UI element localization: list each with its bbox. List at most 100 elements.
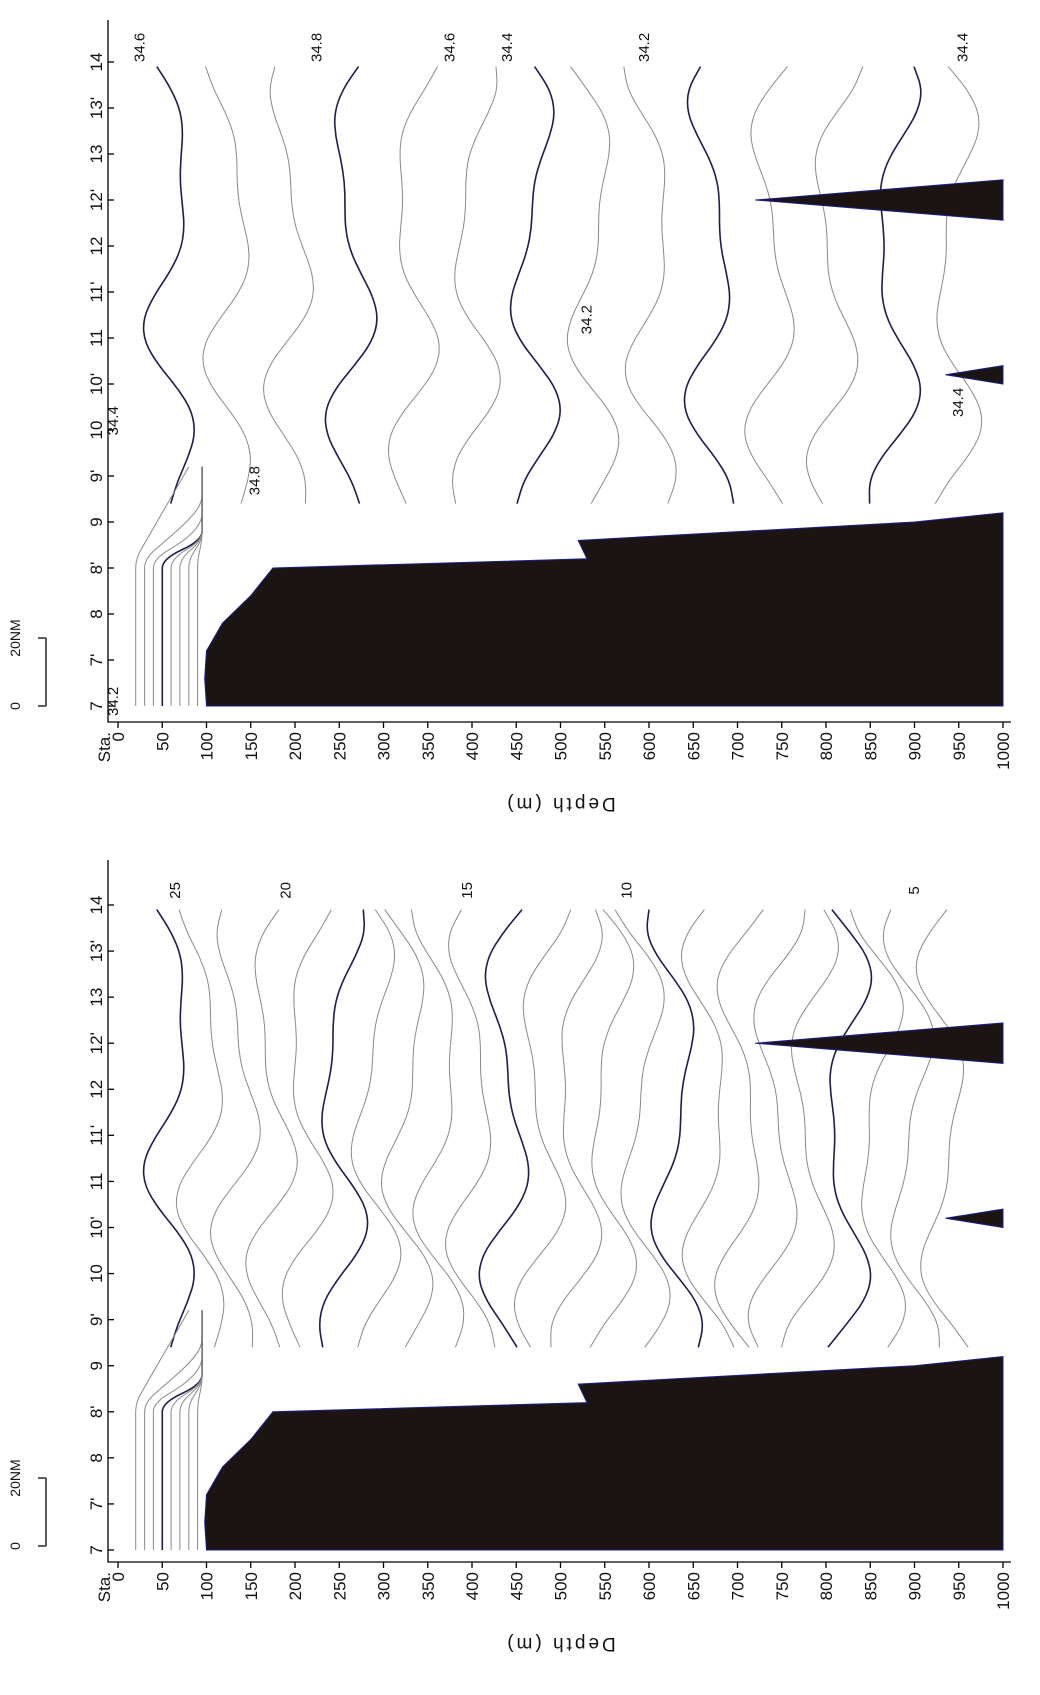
contour-line (646, 909, 704, 1348)
contour-line (245, 909, 298, 1348)
station-tick-label: 8 (87, 609, 106, 618)
contour-line (350, 909, 402, 1348)
contour-line (152, 1310, 203, 1550)
scale-bar-zero: 0 (7, 702, 23, 710)
contour-line (882, 909, 940, 1348)
contour-line (849, 909, 906, 1348)
contour-line (934, 66, 983, 504)
contour-line (144, 466, 203, 707)
contour-line (152, 466, 203, 706)
depth-tick-label: 100 (198, 732, 217, 760)
station-tick-label: 7' (87, 654, 106, 667)
contour-line (135, 466, 190, 706)
contour-label: 25 (167, 882, 184, 899)
bathymetry-shelf (204, 512, 1004, 707)
depth-tick-label: 400 (463, 732, 482, 760)
depth-tick-label: 450 (507, 732, 526, 760)
station-tick-label: 11 (87, 329, 106, 347)
depth-tick-label: 0 (109, 1572, 128, 1581)
station-tick-label: 10' (87, 1216, 106, 1238)
depth-tick-label: 800 (817, 1572, 836, 1600)
contour-line (142, 909, 195, 1348)
contour-line (744, 66, 795, 504)
scale-bar-label: 20NM (7, 1459, 23, 1496)
depth-tick-label: 550 (596, 732, 615, 760)
station-tick-label: 11 (87, 1173, 106, 1191)
station-tick-label: 12 (87, 1080, 106, 1099)
station-tick-label: 10 (87, 421, 106, 440)
contour-line (142, 66, 195, 504)
contour-label: 34.4 (499, 33, 516, 62)
contour-line (179, 466, 203, 707)
contour-line (135, 1310, 190, 1550)
depth-tick-label: 50 (153, 732, 172, 751)
station-tick-label: 9' (87, 470, 106, 483)
depth-tick-label: 150 (242, 732, 261, 760)
depth-tick-label: 600 (640, 732, 659, 760)
contour-line (868, 66, 922, 504)
bathymetry-seamount (755, 1022, 1004, 1065)
depth-tick-label: 200 (286, 1572, 305, 1600)
bathymetry-shelf (204, 1355, 1004, 1551)
contour-line (202, 66, 251, 504)
axis-frame (107, 20, 1011, 723)
depth-tick-label: 200 (286, 732, 305, 760)
contour-label: 34.2 (105, 687, 122, 716)
depth-tick-label: 100 (198, 1572, 217, 1600)
contour-line (781, 909, 839, 1348)
station-tick-label: 9' (87, 1313, 106, 1326)
contour-line (263, 66, 314, 504)
contour-line (915, 909, 969, 1348)
contour-line (175, 909, 225, 1348)
station-tick-label: 12' (87, 1032, 106, 1054)
contour-line (209, 909, 261, 1348)
contour-line (478, 909, 530, 1348)
depth-tick-label: 800 (817, 732, 836, 760)
station-tick-label: 14 (87, 53, 106, 72)
depth-tick-label: 750 (773, 1572, 792, 1600)
salinity-section: 0 50 100 150 200 250 300 350 400 450 500 550 600 650 7… (7, 20, 1013, 814)
contour-label: 34.2 (578, 305, 595, 334)
station-tick-label: 13' (87, 97, 106, 119)
station-tick-label: 12 (87, 237, 106, 256)
depth-axis-title: Depth (m) (504, 793, 615, 814)
contour-line (388, 66, 440, 504)
station-tick-label: 13 (87, 988, 106, 1007)
contour-line (444, 909, 496, 1348)
station-tick-label: 14 (87, 896, 106, 915)
depth-tick-label: 600 (640, 1572, 659, 1600)
depth-tick-label: 300 (375, 732, 394, 760)
depth-tick-label: 50 (153, 1572, 172, 1591)
contour-line (614, 909, 671, 1348)
contour-line (281, 909, 334, 1348)
bathymetry-seamount (945, 365, 1004, 385)
contour-line (452, 66, 501, 504)
station-tick-label: 7 (87, 1545, 106, 1554)
contour-line (747, 909, 806, 1348)
depth-tick-label: 650 (684, 732, 703, 760)
station-tick-label: 11' (87, 1125, 106, 1146)
contour-line (550, 909, 603, 1348)
contour-line (197, 1310, 203, 1550)
contour-label: 34.4 (955, 33, 972, 62)
scale-bar: 0 20NM (7, 1459, 47, 1550)
station-tick-label: 10 (87, 1264, 106, 1283)
station-tick-label: 11' (87, 282, 106, 303)
station-tick-label: 8' (87, 562, 106, 575)
contour-lines (135, 66, 983, 707)
depth-tick-label: 700 (729, 732, 748, 760)
depth-tick-label: 900 (906, 732, 925, 760)
depth-tick-label: 950 (950, 1572, 969, 1600)
depth-tick-label: 350 (419, 1572, 438, 1600)
station-tick-label: 8' (87, 1405, 106, 1418)
depth-tick-label: 350 (419, 732, 438, 760)
depth-tick-label: 450 (507, 1572, 526, 1600)
depth-tick-label: 1000 (994, 1572, 1013, 1610)
depth-axis-title: Depth (m) (504, 1633, 615, 1654)
station-tick-label: 7' (87, 1498, 106, 1511)
contour-lines (135, 909, 969, 1551)
contour-line (680, 909, 735, 1348)
contour-line (318, 909, 369, 1348)
station-tick-label: 8 (87, 1453, 106, 1462)
depth-tick-label: 550 (596, 1572, 615, 1600)
